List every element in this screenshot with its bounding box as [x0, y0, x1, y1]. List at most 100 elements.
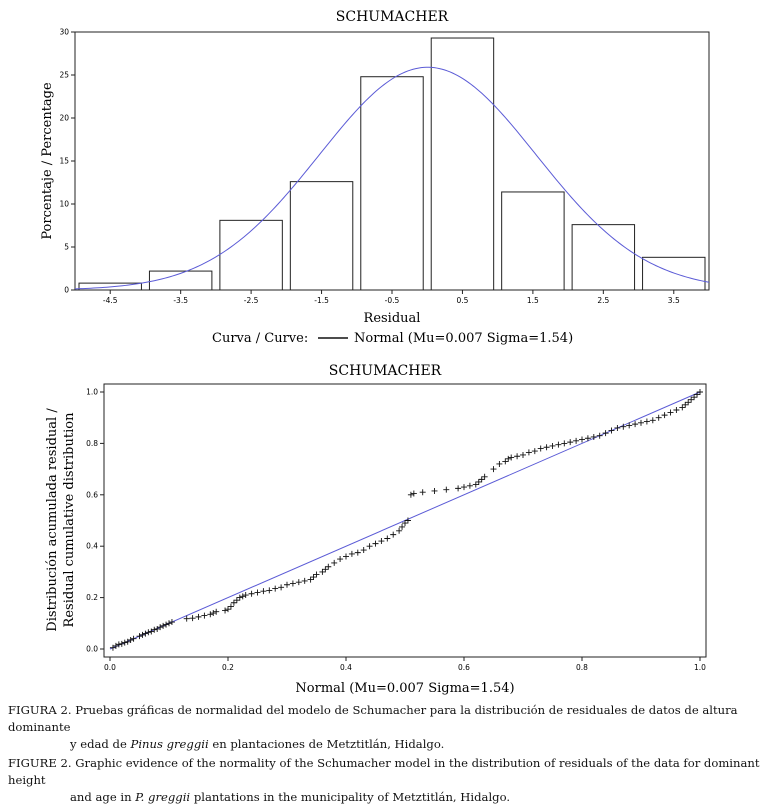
caption-english-label: FIGURE 2. — [8, 756, 72, 770]
pp-plot-point — [688, 396, 695, 403]
pp-plot-point — [679, 404, 686, 411]
pp-plot-point — [233, 597, 240, 604]
caption-spanish-text-c: en plantaciones de Metztitlán, Hidalgo. — [208, 737, 445, 751]
caption-english-species: P. greggii — [135, 790, 191, 804]
pp-plot-point — [673, 406, 680, 413]
pp-plot-y-tick-label: 0.4 — [86, 542, 98, 551]
pp-plot-point — [404, 517, 411, 524]
pp-plot-point — [549, 442, 556, 449]
pp-plot-point — [579, 436, 585, 443]
pp-plot-point — [248, 590, 255, 597]
pp-plot-point — [520, 451, 526, 458]
histogram-x-tick-label: -1.5 — [314, 296, 329, 305]
pp-plot-point — [472, 481, 479, 488]
pp-plot-x-tick-label: 0.8 — [576, 663, 588, 672]
caption-english: FIGURE 2. Graphic evidence of the normal… — [8, 755, 760, 806]
histogram-bar — [289, 181, 354, 291]
pp-plot-point — [682, 401, 689, 408]
caption-english-text-b: and age in — [70, 790, 136, 804]
pp-plot-point — [195, 613, 202, 620]
histogram-chart: SCHUMACHER 0 5 10 15 20 25 30 -4.5 -3.5 -2.5 -1.5… — [40, 9, 710, 346]
pp-plot-point — [649, 417, 656, 424]
pp-plot-point — [337, 556, 344, 563]
pp-plot-point — [319, 568, 326, 575]
pp-plot-point — [222, 607, 229, 614]
pp-plot-point — [166, 620, 172, 627]
histogram-x-tick-label: 1.5 — [527, 296, 539, 305]
pp-plot-point — [514, 453, 521, 460]
pp-plot-point — [390, 531, 397, 538]
pp-plot-point — [643, 418, 650, 425]
pp-plot-x-tick-label: 0.2 — [222, 663, 234, 672]
pp-plot-x-tick-label: 1.0 — [694, 663, 706, 672]
pp-plot-point — [466, 482, 473, 489]
histogram-y-tick-label: 10 — [59, 200, 69, 209]
pp-plot-point — [295, 579, 302, 586]
pp-plot-point — [145, 629, 152, 636]
pp-plot-y-tick-label: 0.6 — [86, 490, 98, 499]
pp-plot-point — [207, 611, 214, 618]
histogram-bar — [148, 270, 213, 291]
pp-plot-point — [331, 559, 338, 566]
histogram-y-axis: 0 5 10 15 20 25 30 — [59, 28, 75, 295]
pp-plot-point — [322, 566, 329, 573]
pp-plot-point — [402, 520, 408, 527]
pp-plot-x-tick-label: 0.6 — [458, 663, 470, 672]
pp-plot-point — [366, 543, 373, 550]
histogram-x-tick-label: -3.5 — [173, 296, 188, 305]
pp-plot-point — [310, 574, 317, 581]
histogram-x-tick-label: 2.5 — [597, 296, 609, 305]
pp-plot-point — [278, 584, 285, 591]
pp-plot-point — [419, 489, 426, 496]
pp-plot-point — [210, 610, 217, 617]
pp-plot-point — [266, 587, 273, 594]
pp-plot-point — [121, 639, 128, 646]
pp-plot-point — [655, 414, 662, 421]
pp-plot-point — [289, 580, 296, 587]
pp-plot-point — [608, 427, 615, 434]
pp-plot-point — [168, 619, 175, 626]
pp-plot-point — [396, 527, 403, 534]
histogram-y-tick-label: 15 — [59, 157, 69, 166]
legend-prefix: Curva / Curve: — [212, 331, 308, 346]
histogram-y-tick-label: 25 — [59, 71, 69, 80]
pp-plot-point — [481, 473, 488, 480]
pp-plot-point — [343, 553, 349, 560]
pp-plot-point — [407, 491, 414, 498]
pp-plot-point — [525, 449, 532, 456]
pp-plot-point — [573, 437, 580, 444]
pp-plot-point — [360, 547, 367, 554]
pp-plot-point — [112, 642, 119, 649]
pp-plot-point — [496, 460, 503, 467]
histogram-bar — [219, 219, 283, 291]
pp-plot-point — [410, 490, 417, 497]
histogram-x-tick-label: -2.5 — [244, 296, 259, 305]
pp-plot-point — [254, 589, 261, 596]
histogram-x-label: Residual — [364, 311, 421, 326]
caption-spanish-species: Pinus greggii — [130, 737, 209, 751]
pp-plot-point — [555, 441, 562, 448]
pp-plot-point — [691, 394, 698, 401]
histogram-y-tick-label: 20 — [59, 114, 69, 123]
pp-plot-point — [384, 535, 391, 542]
pp-plot-point — [213, 608, 220, 615]
pp-plot-point — [142, 630, 149, 637]
pp-plot-point — [661, 412, 668, 419]
pp-plot-point — [130, 635, 137, 642]
pp-plot-point — [543, 444, 550, 451]
pp-plot-point — [620, 423, 627, 430]
pp-plot-point — [378, 538, 385, 545]
pp-plot-point — [301, 577, 308, 584]
pp-plot-point — [443, 486, 450, 493]
pp-plot-point — [694, 391, 701, 398]
histogram-bar — [501, 191, 565, 291]
histogram-legend: Curva / Curve: Normal (Mu=0.007 Sigma=1.… — [212, 331, 573, 346]
pp-plot-point — [431, 487, 438, 494]
pp-plot-point — [227, 603, 234, 610]
pp-plot-y-tick-label: 0.0 — [86, 645, 98, 654]
pp-plot-point — [325, 563, 332, 570]
pp-plot-point — [242, 592, 249, 599]
pp-plot-point — [638, 419, 644, 426]
pp-plot-point — [596, 432, 603, 439]
pp-plot-point — [531, 448, 538, 455]
